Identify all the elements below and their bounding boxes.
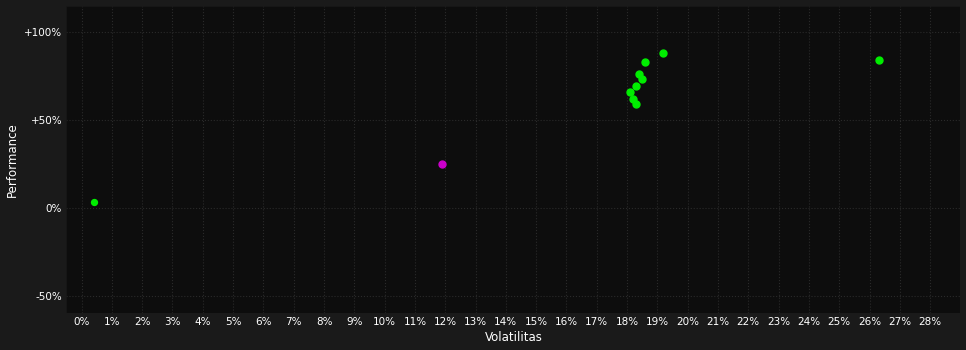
Point bbox=[635, 77, 650, 82]
Point bbox=[656, 50, 671, 56]
Point bbox=[86, 199, 101, 205]
Point bbox=[622, 89, 638, 95]
Point bbox=[625, 96, 640, 101]
Point bbox=[629, 101, 644, 107]
Point bbox=[435, 161, 450, 167]
Point bbox=[638, 59, 653, 65]
Point bbox=[871, 57, 887, 63]
Point bbox=[629, 84, 644, 89]
X-axis label: Volatilitas: Volatilitas bbox=[485, 331, 542, 344]
Point bbox=[632, 71, 647, 77]
Y-axis label: Performance: Performance bbox=[6, 122, 18, 197]
